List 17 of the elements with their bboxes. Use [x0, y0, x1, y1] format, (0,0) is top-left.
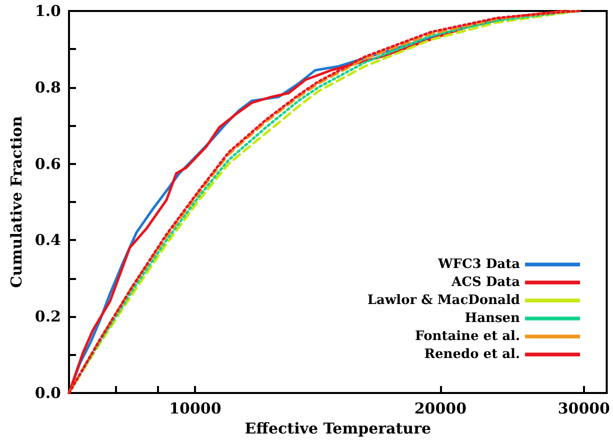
x-tick-label: 20000 — [414, 400, 467, 418]
legend-label: Renedo et al. — [424, 347, 520, 362]
y-axis-title: Cumulative Fraction — [8, 116, 26, 288]
legend-label: WFC3 Data — [437, 257, 521, 272]
y-tick-label: 0.6 — [34, 154, 61, 173]
legend-label: Hansen — [464, 311, 521, 326]
y-tick-label: 1.0 — [34, 2, 61, 20]
y-tick-label: 0.0 — [34, 384, 61, 402]
legend-label: ACS Data — [450, 275, 521, 290]
x-tick-label: 10000 — [169, 400, 222, 418]
y-tick-label: 0.4 — [34, 231, 61, 250]
legend-label: Fontaine et al. — [415, 329, 520, 344]
x-tick-label: 30000 — [558, 400, 610, 418]
x-axis-title: Effective Temperature — [244, 419, 432, 438]
y-tick-label: 0.8 — [34, 78, 61, 96]
legend-label: Lawlor & MacDonald — [367, 293, 520, 308]
y-tick-label: 0.2 — [34, 308, 61, 326]
